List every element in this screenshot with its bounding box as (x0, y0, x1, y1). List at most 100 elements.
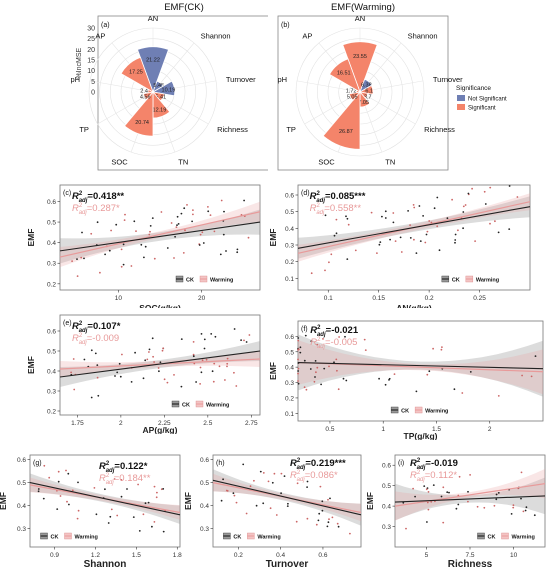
data-point (162, 530, 165, 533)
y-tick-label: 0.6 (285, 193, 294, 200)
data-point (43, 464, 46, 467)
y-axis-label: EMF (0, 492, 8, 510)
data-point (363, 338, 366, 341)
data-point (236, 251, 239, 254)
data-point (211, 370, 214, 373)
x-tick-label: 1 (381, 426, 385, 433)
data-point (462, 205, 465, 208)
data-point (76, 258, 78, 260)
panel-i: (i) 5 7.5 10 0.3 0.4 0.5 0.6 Richness EMF R2 adj=-0… (365, 452, 550, 570)
data-point (426, 373, 429, 376)
data-point (521, 374, 523, 377)
x-tick-label: 0.9 (50, 552, 59, 559)
data-point (384, 210, 387, 213)
x-tick-label: 0.2 (425, 295, 434, 302)
value-label: 16.51 (337, 71, 351, 77)
legend-label-warming: Warming (425, 409, 448, 415)
panel-label: (g) (33, 460, 42, 467)
data-point (516, 196, 519, 198)
data-point (115, 223, 118, 226)
legend-label-ck: CK (452, 278, 460, 284)
panel-b: EMF(Warming) (b) 23.55 AN 6.38 Shannon 6.1 Turn… (268, 0, 550, 172)
y-tick-label: 0.5 (200, 480, 209, 487)
r2-annotation: R2 adj=0.287* (72, 203, 120, 216)
data-point (269, 507, 272, 510)
value-label: 17.25 (129, 70, 143, 76)
data-point (425, 233, 428, 236)
data-point (321, 509, 324, 512)
legend-label-ck: CK (401, 409, 409, 415)
data-point (235, 501, 238, 504)
data-point (436, 225, 439, 228)
category-label: TP (79, 125, 89, 134)
data-point (319, 485, 322, 488)
x-tick-label: 0.2 (234, 552, 243, 559)
y-tick-label: 0.6 (17, 457, 26, 464)
x-tick-label: 1.2 (91, 552, 100, 559)
data-point (226, 365, 228, 368)
data-point (324, 214, 327, 217)
y-tick-label: 25 (87, 36, 95, 43)
x-tick-label: 0.1 (324, 295, 333, 302)
data-point (90, 232, 93, 235)
data-point (328, 261, 330, 264)
data-point (474, 240, 476, 242)
data-point (66, 500, 68, 503)
y-tick-label: 0.2 (47, 281, 56, 288)
data-point (483, 190, 486, 193)
data-point (441, 346, 443, 348)
y-tick-label: 0.3 (382, 524, 391, 531)
data-point (142, 513, 145, 516)
data-point (451, 198, 453, 201)
data-point (323, 367, 326, 370)
data-point (313, 380, 316, 383)
data-point (508, 228, 511, 230)
data-point (37, 488, 40, 490)
data-point (122, 263, 125, 266)
data-point (364, 349, 367, 351)
data-point (143, 256, 145, 259)
data-point (222, 233, 225, 236)
data-point (520, 497, 522, 500)
x-tick-label: 1.8 (173, 552, 182, 559)
data-point (200, 371, 203, 374)
category-label: TN (178, 158, 188, 167)
data-point (162, 347, 165, 350)
data-point (422, 215, 424, 217)
panel-h: (h) 0.2 0.4 0.6 0.3 0.4 0.5 0.6 Turnover EMF R2 adj… (183, 452, 367, 570)
data-point (457, 229, 459, 232)
data-point (432, 347, 434, 350)
data-point (68, 503, 70, 506)
data-point (243, 339, 245, 342)
r2-annotation: R2 adj=0.418** (72, 191, 124, 204)
panel-c: (c) 10 20 0.2 0.3 0.4 0.5 0.6 SOC(g/kg) EMF R2 adj=… (12, 180, 274, 313)
y-tick-label: 0.3 (17, 526, 26, 533)
legend-label-ck: CK (186, 278, 194, 284)
data-point (495, 493, 498, 496)
data-point (71, 489, 74, 492)
value-label: 12.19 (153, 108, 167, 114)
panel-label: (e) (63, 320, 72, 327)
data-point (132, 516, 135, 518)
r2-annotation: R2 adj=0.184** (99, 473, 151, 486)
data-point (426, 230, 429, 233)
data-point (469, 474, 471, 476)
y-tick-label: 0.4 (47, 240, 56, 247)
data-point (160, 488, 163, 491)
data-point (174, 235, 177, 238)
data-point (469, 371, 472, 373)
data-point (392, 221, 395, 224)
data-point (147, 501, 150, 504)
data-point (146, 358, 149, 361)
data-point (344, 335, 346, 338)
regression-line (212, 479, 362, 516)
x-tick-label: 0.25 (473, 295, 486, 302)
data-point (72, 358, 75, 360)
data-point (378, 377, 380, 380)
data-point (226, 357, 229, 360)
category-label: Turnover (226, 75, 256, 84)
data-point (525, 506, 528, 509)
r2-annotation: R2 adj=0.112* (410, 470, 457, 483)
data-point (342, 377, 345, 380)
data-point (207, 210, 210, 213)
